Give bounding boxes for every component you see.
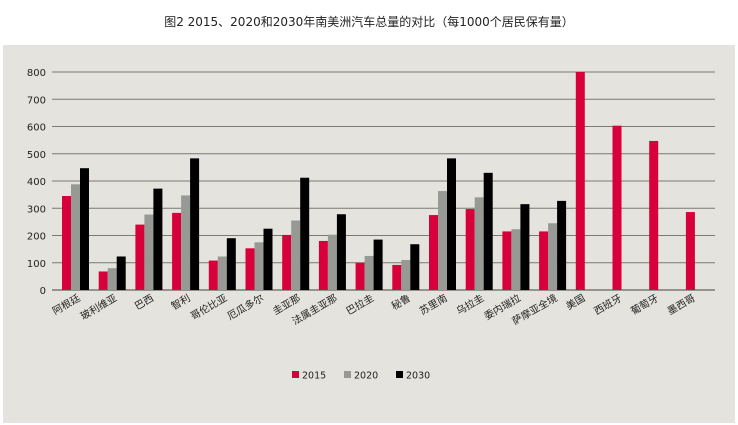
- bar-2030: [116, 256, 126, 290]
- bar-2020: [511, 229, 521, 290]
- bar-2015: [135, 224, 145, 290]
- x-tick-label: 阿根廷: [50, 291, 82, 317]
- y-tick-label: 200: [27, 232, 46, 243]
- bar-2015: [98, 271, 108, 290]
- bar-2020: [438, 191, 447, 290]
- y-tick-label: 600: [27, 123, 46, 134]
- bar-2015: [685, 212, 695, 290]
- bar-2015: [62, 195, 71, 290]
- x-tick-label: 智利: [169, 291, 193, 312]
- x-tick-label: 美国: [563, 291, 587, 312]
- bar-2020: [474, 197, 484, 290]
- y-tick-label: 500: [27, 150, 46, 161]
- legend-label: 2020: [354, 371, 378, 382]
- bar-2020: [107, 268, 117, 290]
- bar-2020: [254, 242, 264, 290]
- bar-2030: [336, 214, 346, 290]
- x-tick-label: 巴拉圭: [344, 291, 376, 317]
- bar-2030: [520, 204, 530, 290]
- bar-2030: [447, 158, 456, 290]
- bar-2020: [71, 184, 80, 290]
- bar-2030: [226, 238, 236, 290]
- legend-label: 2030: [406, 371, 430, 382]
- bar-2015: [318, 240, 328, 290]
- x-tick-label: 西班牙: [592, 292, 624, 317]
- y-tick-label: 0: [40, 286, 46, 297]
- legend-swatch: [344, 371, 351, 378]
- bar-2020: [364, 255, 374, 290]
- bar-2015: [465, 209, 475, 290]
- y-tick-label: 300: [27, 204, 46, 215]
- bar-2030: [190, 158, 200, 290]
- x-tick-label: 巴西: [133, 292, 156, 312]
- bar-2015: [355, 262, 365, 290]
- bar-2030: [373, 239, 383, 290]
- bar-2030: [263, 228, 273, 290]
- bar-2020: [327, 234, 337, 290]
- bar-2020: [291, 220, 301, 290]
- bar-2030: [300, 177, 310, 290]
- bar-2015: [612, 125, 622, 291]
- bar-2015: [539, 231, 549, 290]
- bar-2030: [153, 188, 163, 290]
- y-tick-label: 100: [27, 259, 46, 270]
- bar-2030: [483, 172, 493, 290]
- bar-2020: [548, 223, 558, 290]
- bar-2015: [502, 231, 512, 290]
- y-tick-label: 700: [27, 95, 46, 106]
- bar-2015: [208, 260, 218, 290]
- x-tick-label: 苏里南: [417, 291, 449, 317]
- x-tick-label: 玻利维亚: [78, 291, 119, 322]
- bar-2015: [172, 212, 182, 290]
- x-tick-label: 墨西哥: [665, 292, 697, 317]
- bar-2015: [429, 215, 438, 290]
- bar-2015: [575, 72, 585, 290]
- bar-2030: [80, 168, 89, 290]
- bar-2020: [217, 256, 227, 290]
- bar-2015: [245, 248, 255, 290]
- bar-2020: [144, 214, 154, 290]
- bar-2015: [392, 264, 402, 290]
- x-tick-label: 秘鲁: [389, 291, 413, 312]
- chart-title: 图2 2015、2020和2030年南美洲汽车总量的对比（每1000个居民保有量…: [164, 15, 574, 29]
- bar-2020: [401, 260, 411, 290]
- x-tick-label: 乌拉圭: [454, 291, 486, 317]
- bar-2030: [557, 200, 567, 290]
- bar-2015: [649, 140, 659, 290]
- y-tick-label: 800: [27, 68, 46, 79]
- bar-2020: [181, 195, 191, 290]
- bar-2015: [282, 234, 292, 290]
- x-tick-label: 厄瓜多尔: [225, 291, 266, 322]
- bar-2030: [410, 244, 420, 290]
- legend-label: 2015: [302, 371, 326, 382]
- legend-swatch: [292, 371, 299, 378]
- x-tick-label: 哥伦比亚: [188, 291, 229, 322]
- y-tick-label: 400: [27, 177, 46, 188]
- legend-swatch: [396, 371, 403, 378]
- x-tick-label: 葡萄牙: [628, 291, 660, 317]
